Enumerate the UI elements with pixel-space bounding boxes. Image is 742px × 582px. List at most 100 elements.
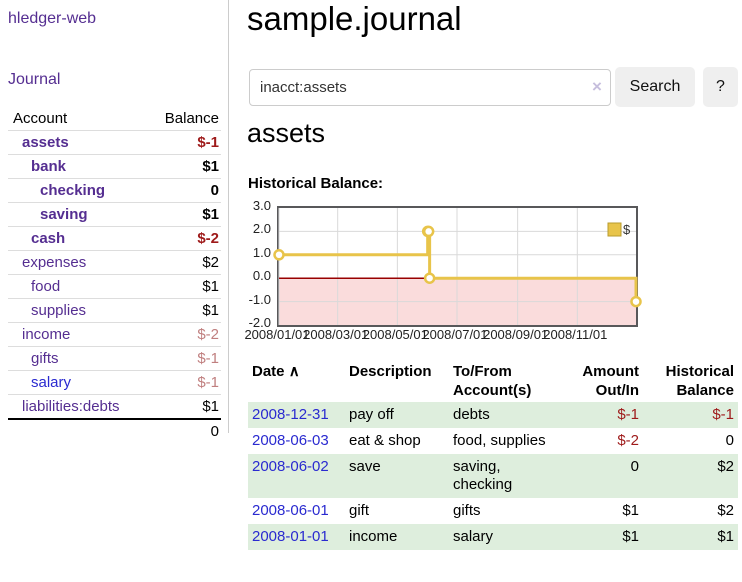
account-row: salary $-1	[8, 370, 221, 395]
account-balance: $1	[148, 274, 221, 299]
transaction-balance: 0	[725, 432, 734, 449]
page-title: sample.journal	[247, 0, 462, 37]
account-balance: $1	[148, 202, 221, 227]
transaction-balance: $2	[717, 458, 734, 475]
account-link-checking[interactable]: checking	[40, 182, 106, 199]
accounts-total-row: 0	[8, 418, 221, 443]
account-cell: saving	[8, 202, 149, 227]
legend-swatch	[607, 222, 622, 237]
transaction-description: gift	[349, 502, 370, 519]
transaction-date-cell: 2008-06-01	[248, 498, 345, 524]
account-balance: $-1	[148, 130, 221, 155]
register-table-header: Date ∧ Description To/From Account(s) Amount…	[248, 360, 738, 402]
x-axis-label: 2008/05/01	[362, 327, 428, 342]
column-header-to-from: To/From Account(s)	[453, 363, 532, 399]
account-link-income[interactable]: income	[22, 326, 71, 343]
account-link-salary[interactable]: salary	[31, 374, 72, 391]
account-cell: food	[8, 274, 149, 299]
accounts-total-value: 0	[148, 418, 221, 443]
y-axis-label: 3.0	[252, 198, 271, 213]
transaction-date-cell: 2008-06-03	[248, 428, 345, 454]
account-link-liabilities-debts[interactable]: liabilities:debts	[22, 398, 120, 415]
account-balance: $-2	[148, 226, 221, 251]
search-input[interactable]	[249, 69, 611, 106]
account-row: assets $-1	[8, 130, 221, 155]
account-row: liabilities:debts $1	[8, 394, 221, 419]
accounts-table-header: Account Balance	[8, 107, 221, 131]
chart-title: Historical Balance:	[248, 175, 384, 192]
transaction-description: eat & shop	[349, 432, 421, 449]
transaction-description: income	[349, 528, 398, 545]
account-row: cash $-2	[8, 226, 221, 251]
transaction-accounts: gifts	[453, 502, 481, 519]
x-axis-label: 2008/11/01	[543, 327, 608, 342]
data-point-marker	[423, 272, 436, 284]
account-link-supplies[interactable]: supplies	[31, 302, 87, 319]
data-point-marker	[630, 295, 642, 308]
x-axis-label: 2008/07/01	[422, 327, 488, 342]
legend-label: $	[623, 222, 631, 237]
y-axis-label: 2.0	[252, 221, 271, 237]
transaction-description: pay off	[349, 406, 394, 423]
account-row: income $-2	[8, 322, 221, 347]
account-balance: 0	[148, 178, 221, 203]
account-link-expenses[interactable]: expenses	[22, 254, 87, 271]
account-cell: gifts	[8, 346, 149, 371]
transaction-date-cell: 2008-06-02	[248, 454, 345, 498]
chart-svg: $	[273, 208, 642, 325]
account-cell: cash	[8, 226, 149, 251]
y-axis-label: 1.0	[252, 244, 271, 260]
sidebar-item-journal[interactable]: Journal	[8, 71, 61, 88]
app-brand-link[interactable]: hledger-web	[8, 10, 97, 27]
column-header-amount: Amount Out/In	[582, 363, 639, 399]
account-link-assets[interactable]: assets	[22, 134, 69, 151]
y-axis-label: 0.0	[252, 268, 271, 284]
transaction-row: 2008-01-01 income salary $1 $1	[248, 524, 738, 550]
transaction-date-link[interactable]: 2008-06-03	[252, 432, 329, 449]
sort-up-icon: ∧	[288, 363, 300, 380]
clear-search-icon[interactable]: ×	[592, 77, 602, 96]
transaction-balance: $2	[717, 502, 734, 519]
transaction-date-link[interactable]: 2008-01-01	[252, 528, 329, 545]
account-link-bank[interactable]: bank	[31, 158, 67, 175]
account-cell: salary	[8, 370, 149, 395]
account-cell: checking	[8, 178, 149, 203]
transaction-amount: $-1	[617, 406, 639, 423]
transaction-date-link[interactable]: 2008-06-02	[252, 458, 329, 475]
account-balance: $1	[148, 154, 221, 179]
account-cell: liabilities:debts	[8, 394, 149, 419]
transaction-accounts: food, supplies	[453, 432, 546, 449]
sidebar: hledger-web Journal Account Balance asse…	[0, 0, 229, 443]
register-table: Date ∧ Description To/From Account(s) Amount…	[248, 360, 738, 550]
account-cell: expenses	[8, 250, 149, 275]
accounts-table: Account Balance assets $-1 bank $1 checking 0…	[8, 107, 221, 443]
x-axis-label: 2008/09/01	[483, 327, 549, 342]
transaction-amount: $1	[622, 502, 639, 519]
report-account-heading: assets	[247, 118, 326, 148]
account-link-cash[interactable]: cash	[31, 230, 66, 247]
account-link-gifts[interactable]: gifts	[31, 350, 59, 367]
transaction-date-link[interactable]: 2008-06-01	[252, 502, 329, 519]
transaction-date-link[interactable]: 2008-12-31	[252, 406, 329, 423]
accounts-header-balance: Balance	[164, 110, 219, 127]
account-link-food[interactable]: food	[31, 278, 61, 295]
column-header-date[interactable]: Date ∧	[252, 363, 300, 380]
account-row: gifts $-1	[8, 346, 221, 371]
help-button[interactable]: ?	[703, 67, 738, 107]
account-cell: bank	[8, 154, 149, 179]
y-axis-label: -1.0	[248, 291, 271, 307]
search-button[interactable]: Search	[615, 67, 695, 107]
account-cell: income	[8, 322, 149, 347]
account-balance: $1	[148, 394, 221, 419]
transaction-amount: $1	[622, 528, 639, 545]
transaction-balance: $-1	[712, 406, 734, 423]
transaction-amount: 0	[630, 458, 639, 475]
transaction-amount: $-2	[617, 432, 639, 449]
transaction-date-cell: 2008-12-31	[248, 402, 345, 428]
account-cell: supplies	[8, 298, 149, 323]
transaction-row: 2008-06-03 eat & shop food, supplies $-2 0	[248, 428, 738, 454]
account-link-saving[interactable]: saving	[40, 206, 88, 223]
transaction-accounts: salary	[453, 528, 494, 545]
transaction-accounts: saving, checking	[453, 458, 513, 493]
account-row: food $1	[8, 274, 221, 299]
